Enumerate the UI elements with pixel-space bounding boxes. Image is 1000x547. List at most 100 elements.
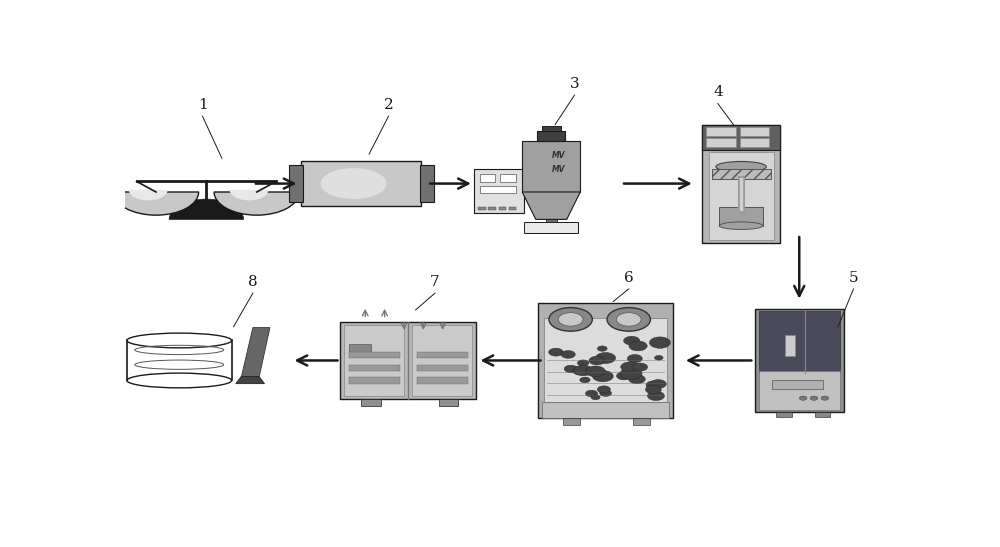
Bar <box>417 365 468 371</box>
Circle shape <box>650 380 666 388</box>
Circle shape <box>586 366 605 377</box>
Bar <box>712 169 771 178</box>
Bar <box>709 152 774 241</box>
Bar <box>633 418 650 424</box>
Text: 2: 2 <box>384 98 393 112</box>
Wedge shape <box>113 192 199 215</box>
Wedge shape <box>129 190 168 200</box>
Bar <box>412 325 472 396</box>
Bar <box>706 138 736 147</box>
Circle shape <box>580 377 590 383</box>
Text: 5: 5 <box>849 271 858 284</box>
Bar <box>417 352 468 358</box>
Circle shape <box>573 368 586 375</box>
Wedge shape <box>169 199 244 219</box>
Circle shape <box>549 348 563 356</box>
Bar <box>499 207 506 210</box>
Polygon shape <box>522 192 580 219</box>
Bar <box>815 412 830 417</box>
Bar <box>706 127 736 136</box>
Circle shape <box>600 390 612 397</box>
Bar <box>509 207 516 210</box>
Bar <box>544 318 667 401</box>
Circle shape <box>595 352 616 364</box>
Bar <box>349 377 400 383</box>
Polygon shape <box>236 376 264 383</box>
Bar <box>719 207 763 226</box>
Text: 6: 6 <box>624 271 634 284</box>
Circle shape <box>629 341 647 351</box>
Bar <box>538 302 673 418</box>
Text: 1: 1 <box>198 98 207 112</box>
Bar <box>524 222 578 233</box>
Bar <box>537 131 565 142</box>
Circle shape <box>627 354 642 363</box>
Circle shape <box>597 346 607 351</box>
Bar <box>785 335 795 356</box>
Bar <box>420 165 434 202</box>
Polygon shape <box>241 328 270 377</box>
Bar <box>772 380 822 389</box>
Circle shape <box>592 370 613 382</box>
Bar <box>480 185 516 193</box>
Circle shape <box>558 313 583 326</box>
Bar <box>740 138 769 147</box>
Text: MV: MV <box>552 165 566 174</box>
Bar <box>349 344 371 352</box>
Bar <box>546 219 557 224</box>
Text: 7: 7 <box>430 275 440 289</box>
Circle shape <box>649 337 670 348</box>
Ellipse shape <box>716 161 766 172</box>
Circle shape <box>633 363 648 371</box>
Circle shape <box>624 336 640 345</box>
Bar <box>740 127 769 136</box>
Circle shape <box>561 351 575 358</box>
Bar <box>776 412 792 417</box>
Bar <box>474 169 524 213</box>
Circle shape <box>591 395 600 400</box>
Bar <box>417 377 468 383</box>
Wedge shape <box>230 190 268 200</box>
Circle shape <box>573 365 593 376</box>
Circle shape <box>616 313 641 326</box>
Text: 4: 4 <box>713 85 723 100</box>
Circle shape <box>799 396 807 400</box>
Bar <box>361 399 381 406</box>
Circle shape <box>646 381 661 389</box>
Text: MV: MV <box>552 151 566 160</box>
Circle shape <box>647 391 664 400</box>
Bar <box>301 161 421 206</box>
Bar <box>478 207 486 210</box>
Circle shape <box>607 307 650 331</box>
Bar <box>702 125 780 242</box>
Ellipse shape <box>127 333 232 348</box>
Bar <box>755 309 844 412</box>
Wedge shape <box>214 192 299 215</box>
Bar <box>349 352 400 358</box>
Circle shape <box>564 365 578 373</box>
Circle shape <box>597 386 610 393</box>
Circle shape <box>585 390 598 397</box>
Ellipse shape <box>127 373 232 388</box>
Circle shape <box>629 375 645 383</box>
Text: 8: 8 <box>248 275 258 289</box>
Circle shape <box>549 307 592 331</box>
Ellipse shape <box>719 222 763 230</box>
Circle shape <box>589 356 605 365</box>
Bar <box>500 174 516 182</box>
Circle shape <box>577 360 589 366</box>
Circle shape <box>810 396 818 400</box>
Circle shape <box>620 368 642 379</box>
Bar <box>702 125 780 150</box>
Bar <box>349 365 400 371</box>
Circle shape <box>645 385 661 394</box>
Bar <box>289 165 303 202</box>
Bar <box>340 322 476 399</box>
Bar <box>542 126 561 131</box>
Bar <box>759 311 840 373</box>
Bar <box>522 142 580 192</box>
Bar <box>439 399 458 406</box>
Circle shape <box>621 362 639 372</box>
Bar <box>542 403 669 418</box>
Bar <box>480 174 495 182</box>
